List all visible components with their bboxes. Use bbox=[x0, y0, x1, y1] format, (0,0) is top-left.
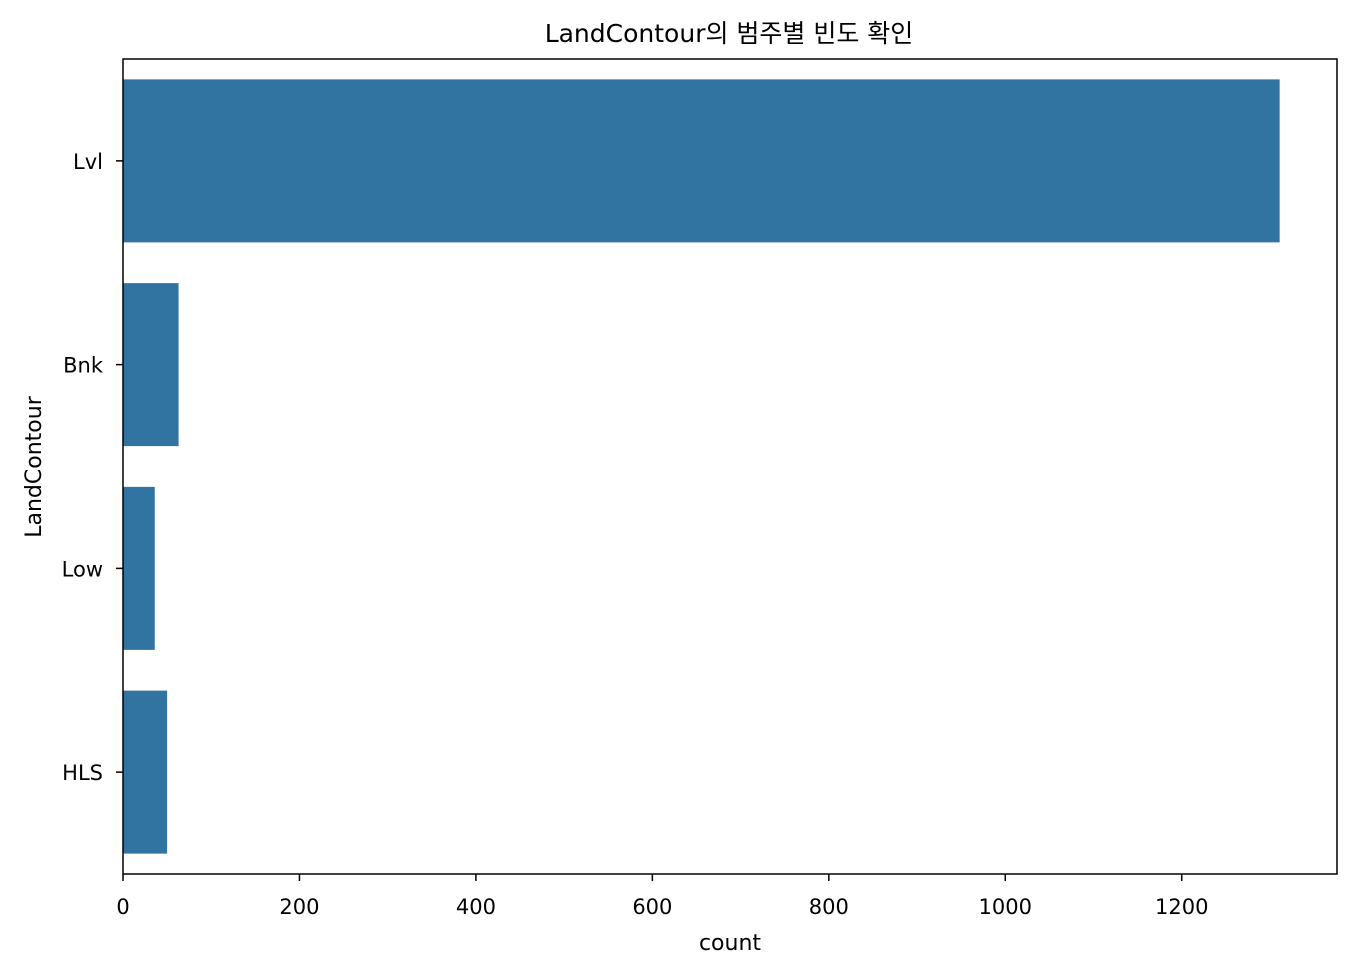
x-tick-label: 1200 bbox=[1155, 895, 1208, 919]
bar-lvl bbox=[123, 79, 1280, 243]
bars-group bbox=[123, 79, 1280, 854]
x-tick-label: 1000 bbox=[979, 895, 1032, 919]
x-tick-label: 0 bbox=[116, 895, 129, 919]
bar-hls bbox=[123, 690, 168, 854]
chart-title: LandContour의 범주별 빈도 확인 bbox=[545, 19, 914, 48]
x-tick-label: 200 bbox=[279, 895, 319, 919]
x-tick-label: 800 bbox=[809, 895, 849, 919]
y-axis-ticks: Lvl Bnk Low HLS bbox=[62, 150, 123, 785]
bar-bnk bbox=[123, 283, 179, 447]
x-tick-label: 400 bbox=[456, 895, 496, 919]
x-axis-label: count bbox=[699, 931, 761, 956]
y-tick-label: Bnk bbox=[63, 354, 104, 378]
y-tick-label: HLS bbox=[62, 761, 103, 785]
bar-low bbox=[123, 486, 155, 650]
x-axis-ticks: 0 200 400 600 800 1000 1200 bbox=[116, 874, 1208, 919]
y-axis-label: LandContour bbox=[22, 395, 47, 537]
y-tick-label: Low bbox=[62, 557, 103, 581]
x-tick-label: 600 bbox=[632, 895, 672, 919]
plot-area-frame bbox=[122, 58, 1338, 875]
y-tick-label: Lvl bbox=[73, 150, 103, 174]
